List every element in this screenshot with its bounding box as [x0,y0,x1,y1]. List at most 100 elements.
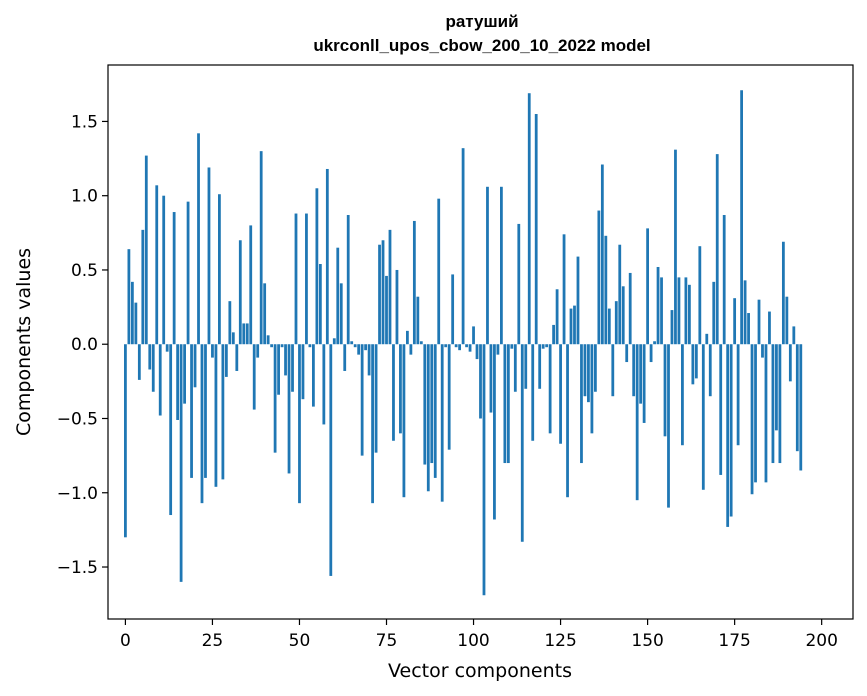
bar [545,344,549,348]
bar [461,148,465,345]
bar [660,277,663,345]
x-tick-label: 150 [631,631,663,651]
bar [552,324,555,345]
bar [715,154,719,345]
bar [357,344,361,355]
bar [573,305,576,345]
bar [224,344,228,377]
bar [193,344,197,388]
bar [242,323,246,345]
bar [291,344,294,392]
bar [639,344,643,404]
bar [607,308,611,345]
bar [137,344,141,380]
bar [590,344,594,434]
bar [667,344,670,508]
bar [392,344,395,441]
plot-frame [107,64,854,620]
bar [402,344,406,498]
bar [757,299,761,345]
bar [231,332,235,345]
bar [614,301,618,345]
x-tick-label: 0 [120,631,131,651]
bar [653,341,656,345]
bar [698,246,702,345]
bar [395,269,399,345]
bar [761,344,764,358]
y-axis-ticks: −1.5 −1.0 −0.5 0.0 0.5 1.0 1.5 [57,112,108,578]
bar [754,344,757,483]
x-axis-label: Vector components [388,660,572,682]
bar [305,213,308,345]
bar [569,308,573,345]
x-tick-label: 25 [202,631,224,651]
x-tick-label: 100 [457,631,489,651]
bar [781,241,785,345]
bar [583,344,587,397]
bar [527,93,531,345]
bar [144,155,148,345]
bar [562,234,566,345]
bar [294,213,298,345]
bar [256,344,260,358]
bar [426,344,430,492]
bar [130,281,134,345]
bar [179,344,183,582]
bar [235,344,239,371]
bar [649,344,653,363]
bar [371,344,374,504]
bar [329,344,333,576]
bar [576,256,580,345]
y-tick-label: 1.5 [71,112,98,132]
bar [308,344,312,348]
bar [155,185,159,345]
bar [726,344,730,527]
bar [743,280,747,345]
bar [238,240,242,345]
bar [729,344,733,517]
bar [524,344,528,389]
bar [733,298,737,345]
bar [378,244,381,345]
bar [211,344,214,358]
bar [430,344,434,464]
bar [541,344,545,349]
bar [416,296,420,345]
bar [792,326,796,345]
bar [538,344,542,389]
bar [458,344,462,351]
bar [221,344,225,480]
bar [740,90,743,345]
y-tick-label: −1.0 [57,484,98,504]
bar [722,215,726,345]
bar [266,335,270,345]
bar [684,277,688,345]
bar [719,344,723,475]
bar [593,344,597,392]
bar [127,249,131,345]
bar [520,344,524,542]
bar [479,344,482,419]
bar [482,344,486,596]
bar [788,344,792,382]
bar [440,344,444,502]
bar [548,344,552,434]
x-tick-label: 125 [544,631,576,651]
bar [409,344,413,355]
y-tick-label: −1.5 [57,558,98,578]
x-tick-label: 75 [376,631,398,651]
bar [486,186,489,345]
bar [656,266,660,345]
bar [141,229,145,345]
bar [312,344,315,407]
bar [325,168,329,345]
bar [158,344,162,416]
bar [148,344,152,370]
bar [419,341,423,345]
chart-title: ратуший [445,12,518,31]
bar [632,344,636,397]
bar [322,344,326,425]
bar [200,344,204,504]
bar [186,201,190,345]
